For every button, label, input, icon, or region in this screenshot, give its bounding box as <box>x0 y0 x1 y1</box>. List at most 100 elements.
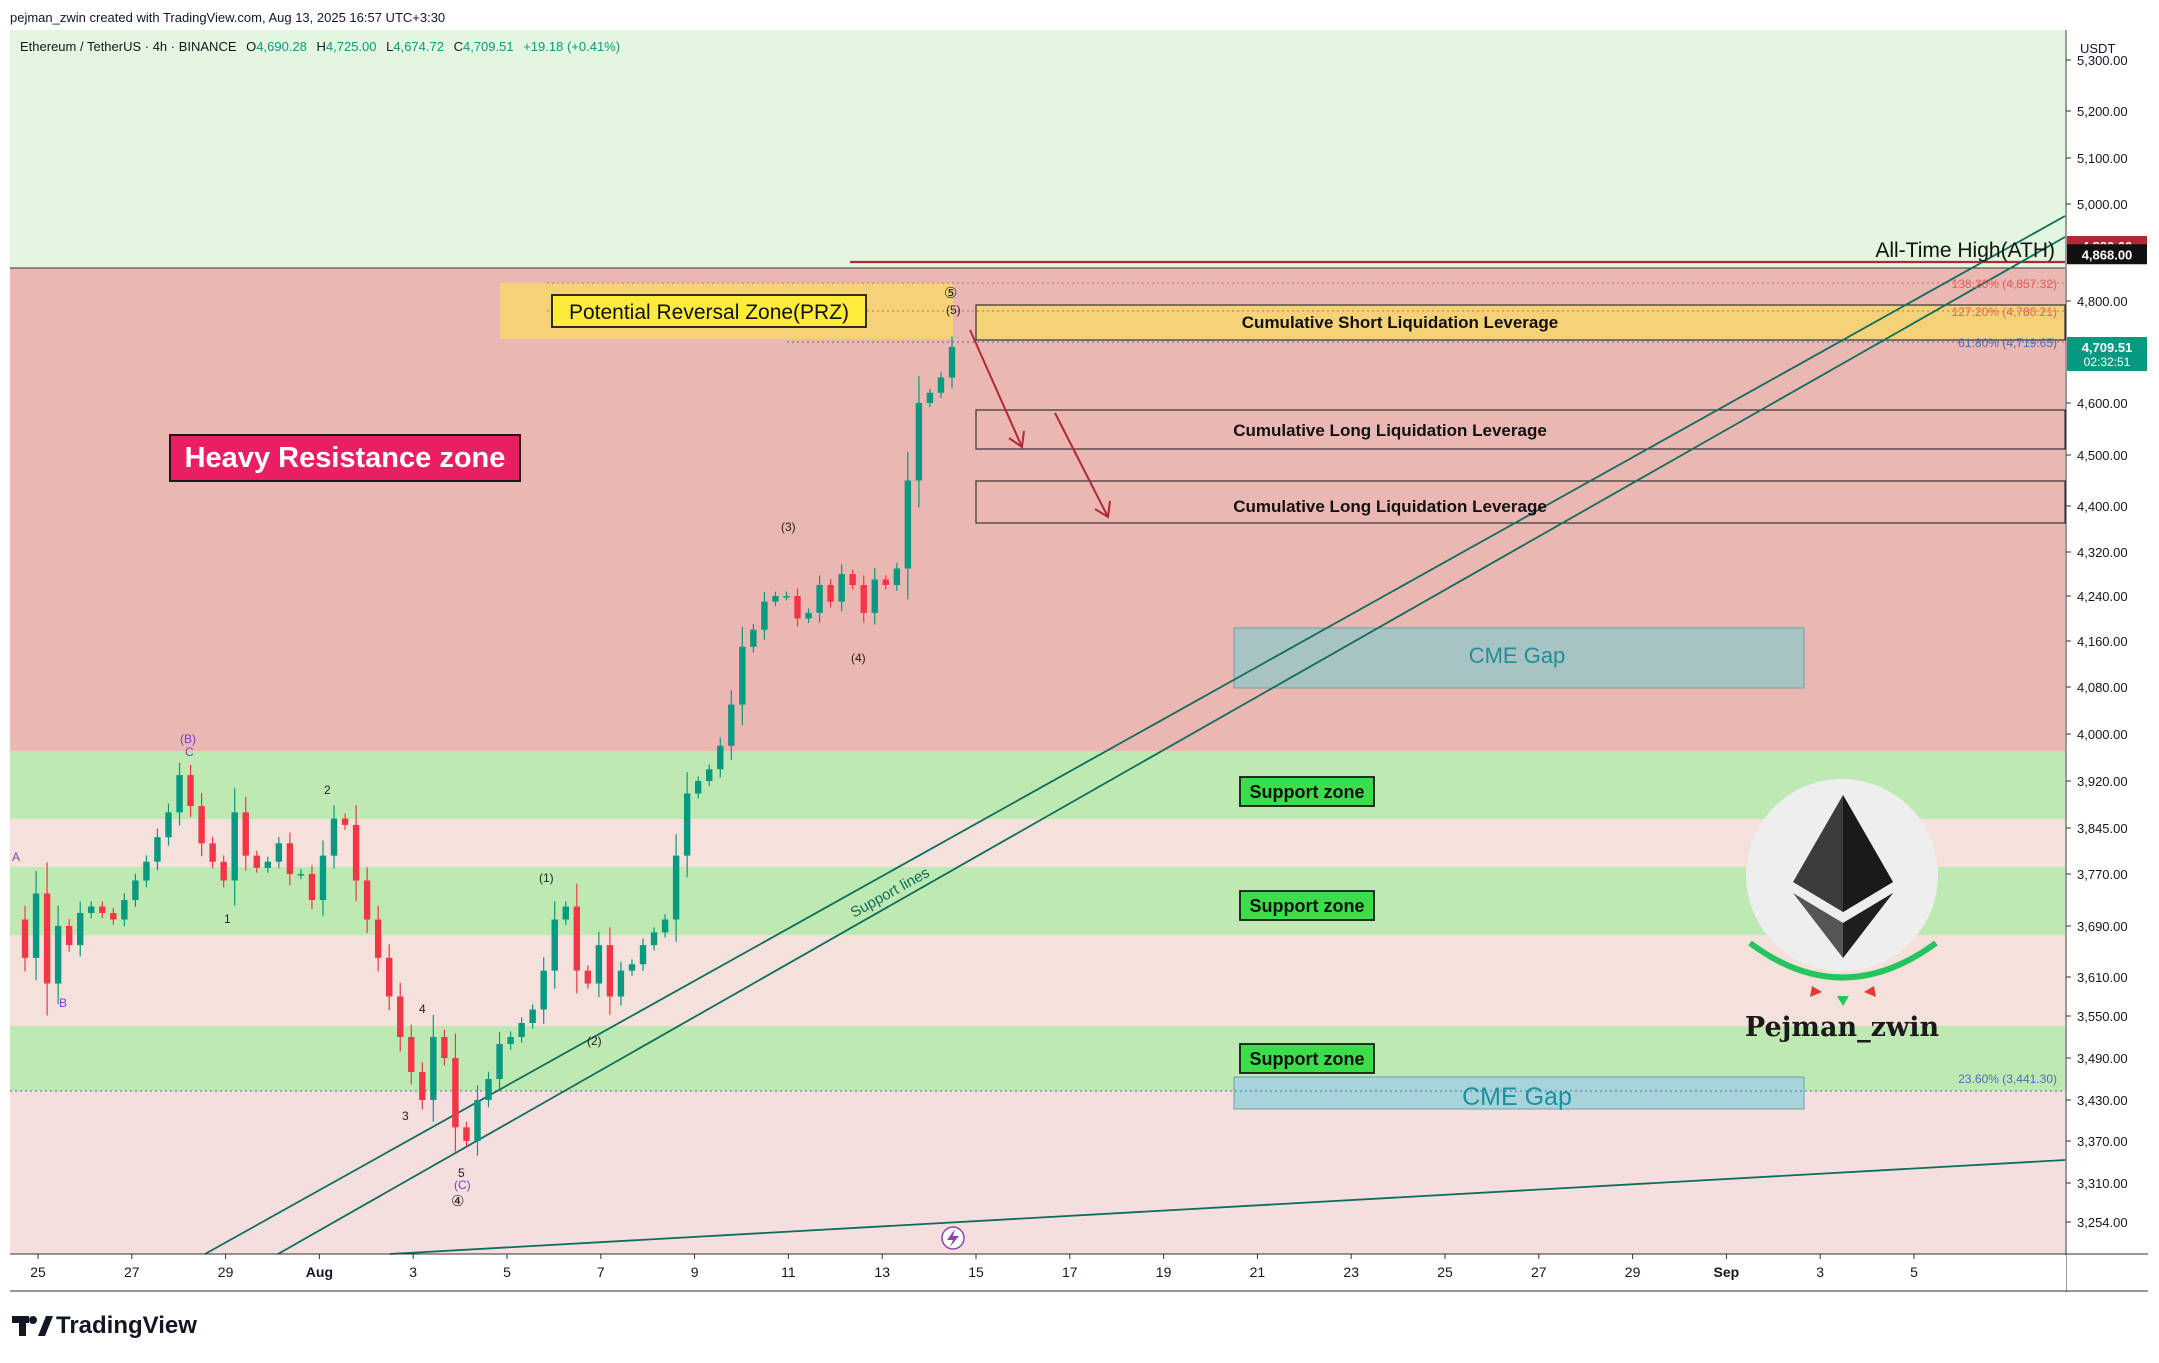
candle-body <box>419 1072 426 1100</box>
candle-body <box>286 843 294 874</box>
chart-background-top <box>10 30 2065 268</box>
candle-body <box>562 906 569 920</box>
candle-body <box>231 812 238 881</box>
candle-body <box>661 919 669 933</box>
fib-label-127: 127.20% (4,780.21) <box>1952 305 2057 319</box>
time-tick-label: 5 <box>1910 1264 1918 1280</box>
candle-body <box>319 855 327 900</box>
candle-body <box>463 1127 470 1141</box>
candle-body <box>595 945 603 984</box>
candle-body <box>937 377 945 393</box>
price-tick-label: 3,490.00 <box>2077 1051 2128 1066</box>
tradingview-logo[interactable]: TradingView <box>12 1312 197 1339</box>
candle-body <box>363 880 371 920</box>
prz-text: Potential Reversal Zone(PRZ) <box>569 301 849 324</box>
candle-body <box>352 824 360 881</box>
candle-body <box>672 855 680 920</box>
time-tick-label: 5 <box>503 1264 511 1280</box>
wave-label-4-paren: (4) <box>851 651 866 665</box>
price-tick-label: 3,770.00 <box>2077 867 2128 882</box>
cme-gap-box-1 <box>1233 627 1805 689</box>
cme-gap-label-1: CME Gap <box>1469 643 1566 668</box>
candle-body <box>176 775 183 813</box>
candle-body <box>496 1044 503 1079</box>
candle-body <box>253 855 260 868</box>
candle-body <box>65 926 73 946</box>
price-badge <box>2067 337 2147 371</box>
price-tick-label: 3,370.00 <box>2077 1134 2128 1149</box>
candle-body <box>606 945 614 997</box>
lower-bg-3 <box>10 1091 2065 1254</box>
price-tick-label: 4,000.00 <box>2077 727 2128 742</box>
candle-body <box>341 818 349 825</box>
price-axis-ticks: 5,300.00 5,200.00 5,100.00 5,000.00 4,800.00… <box>2066 53 2128 1230</box>
candle-body <box>717 745 724 770</box>
wave-label-1-paren: (1) <box>539 871 554 885</box>
fib-label-138: 138.20% (4,857.32) <box>1952 277 2057 291</box>
price-tick-label: 5,000.00 <box>2077 197 2128 212</box>
time-tick-label: 27 <box>124 1264 140 1280</box>
price-tick-label: 3,310.00 <box>2077 1176 2128 1191</box>
candle-body <box>948 347 956 378</box>
candle-body <box>430 1037 437 1100</box>
candle-body <box>485 1079 492 1100</box>
time-tick-label: 29 <box>1625 1264 1641 1280</box>
support-zone-label-3: Support zone <box>1239 1043 1375 1074</box>
close-value: 4,709.51 <box>463 39 514 54</box>
heavy-resistance-label: Heavy Resistance zone <box>169 434 521 482</box>
countdown-label: 02:32:51 <box>2084 355 2131 369</box>
long-liquidation-zone-1 <box>975 409 2066 450</box>
price-tick-label: 4,400.00 <box>2077 499 2128 514</box>
time-axis[interactable] <box>10 1255 2066 1291</box>
candle-body <box>397 996 404 1037</box>
bearish-arrow-1 <box>969 329 1025 449</box>
candle-body <box>860 585 867 613</box>
event-lightning-icon[interactable] <box>941 1226 965 1250</box>
candle-body <box>926 392 934 403</box>
candle-body <box>772 596 779 602</box>
candle-body <box>374 919 382 958</box>
support-zone-band-1 <box>10 751 2065 819</box>
candle-body <box>650 932 658 946</box>
candle-body <box>871 579 878 613</box>
high-value: 4,725.00 <box>326 39 377 54</box>
price-tick-label: 4,800.00 <box>2077 294 2128 309</box>
wave-label-5: 5 <box>458 1166 465 1180</box>
candle-body <box>242 812 249 856</box>
candle-body <box>88 906 95 913</box>
candle-body <box>683 793 691 856</box>
time-tick-label: 19 <box>1156 1264 1172 1280</box>
time-tick-label: 11 <box>781 1264 796 1280</box>
price-badge-label: 4,709.51 <box>2082 340 2133 355</box>
cme-gap-label-2: CME Gap <box>1462 1083 1572 1111</box>
candle-body <box>21 919 29 958</box>
candle-body <box>32 893 40 958</box>
candle-body <box>915 403 923 481</box>
time-tick-label: Aug <box>306 1264 333 1280</box>
candle-body <box>275 843 283 862</box>
price-axis[interactable] <box>2066 30 2148 1254</box>
candle-body <box>639 945 647 965</box>
long-liquidation-label-2: Cumulative Long Liquidation Leverage <box>1233 497 1547 516</box>
credit-text: pejman_zwin created with TradingView.com… <box>10 10 445 25</box>
candle-body <box>540 970 547 1010</box>
wave-label-3-paren: (3) <box>781 520 796 534</box>
time-tick-label: 25 <box>30 1264 46 1280</box>
time-tick-label: 23 <box>1343 1264 1359 1280</box>
candle-body <box>474 1100 481 1141</box>
eth-logo <box>1746 779 1938 1006</box>
candle-body <box>827 585 834 602</box>
price-tick-label: 3,550.00 <box>2077 1009 2128 1024</box>
time-tick-label: 29 <box>218 1264 234 1280</box>
time-tick-label: 25 <box>1437 1264 1453 1280</box>
price-tick-label: 5,100.00 <box>2077 151 2128 166</box>
candle-body <box>209 843 216 862</box>
long-liquidation-zone-2 <box>975 480 2066 524</box>
tradingview-wordmark: TradingView <box>56 1312 197 1339</box>
tradingview-icon <box>12 1316 53 1336</box>
candle-body <box>165 812 172 838</box>
candle-body <box>308 874 316 900</box>
candle-body <box>297 874 305 876</box>
